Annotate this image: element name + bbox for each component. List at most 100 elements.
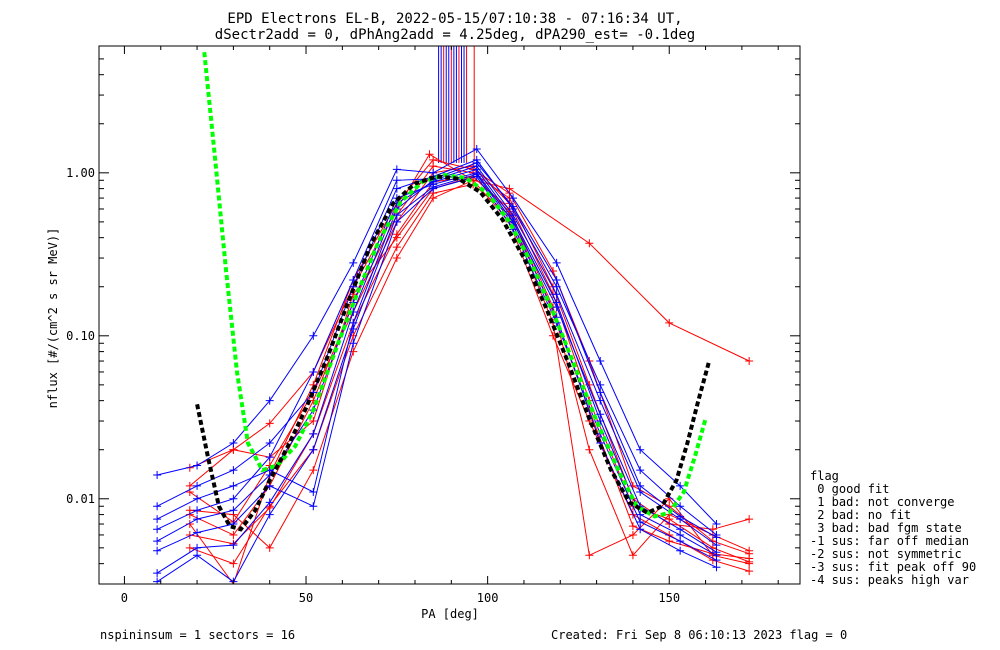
data-point: [349, 339, 358, 348]
data-point: [665, 515, 674, 524]
data-point: [628, 551, 637, 560]
data-point: [712, 563, 721, 572]
data-point: [636, 466, 645, 475]
x-tick-label: 150: [658, 591, 680, 605]
legend-entry: 0 good fit: [810, 482, 889, 496]
legend-entry: 3 bad: bad fgm state: [810, 521, 962, 535]
data-point: [229, 481, 238, 490]
data-point: [309, 367, 318, 376]
plot-frame: [98, 45, 801, 585]
data-point: [628, 530, 637, 539]
data-point: [745, 357, 754, 366]
data-point: [676, 546, 685, 555]
x-axis: 0 50 100 150: [121, 46, 779, 605]
data-point: [349, 258, 358, 267]
data-point: [349, 325, 358, 334]
chart-title: EPD Electrons EL-B, 2022-05-15/07:10:38 …: [227, 11, 682, 27]
chart-subtitle: dSectr2add = 0, dPhAng2add = 4.25deg, dP…: [215, 27, 695, 43]
data-point: [265, 498, 274, 507]
data-point: [585, 445, 594, 454]
data-point: [193, 481, 202, 490]
series-line: [153, 162, 721, 550]
data-point: [636, 525, 645, 534]
data-point: [265, 396, 274, 405]
data-point: [185, 543, 194, 552]
data-point: [636, 445, 645, 454]
data-point: [676, 502, 685, 511]
data-point: [596, 417, 605, 426]
data-point: [676, 512, 685, 521]
data-point: [665, 318, 674, 327]
series-path: [156, 173, 717, 583]
data-point: [676, 481, 685, 490]
data-point: [193, 528, 202, 537]
series-line: [185, 162, 754, 539]
y-tick-label: 1.00: [66, 166, 95, 180]
data-point: [153, 470, 162, 479]
data-point: [552, 298, 561, 307]
data-point: [265, 453, 274, 462]
series-layer: [153, 145, 754, 584]
legend-entry: 2 bad: no fit: [810, 508, 911, 522]
data-point: [229, 494, 238, 503]
spike-lines: [438, 46, 475, 163]
data-point: [509, 194, 518, 203]
data-point: [193, 461, 202, 470]
data-point: [665, 537, 674, 546]
legend-entry: -3 sus: fit peak off 90: [810, 560, 976, 574]
data-point: [429, 155, 438, 164]
series-line: [153, 170, 721, 584]
data-point: [745, 515, 754, 524]
data-point: [636, 510, 645, 519]
data-point: [628, 522, 637, 531]
data-point: [265, 419, 274, 428]
data-point: [229, 541, 238, 550]
data-point: [596, 388, 605, 397]
data-point: [309, 417, 318, 426]
data-point: [229, 445, 238, 454]
legend-title: flag: [810, 469, 839, 483]
data-point: [309, 429, 318, 438]
data-point: [392, 230, 401, 239]
data-point: [265, 543, 274, 552]
data-point: [392, 254, 401, 263]
series-path: [189, 153, 750, 469]
data-point: [229, 559, 238, 568]
data-point: [585, 551, 594, 560]
data-point: [193, 494, 202, 503]
data-point: [712, 541, 721, 550]
data-point: [585, 239, 594, 248]
data-point: [229, 466, 238, 475]
footer-right: Created: Fri Sep 8 06:10:13 2023 flag = …: [551, 628, 847, 642]
x-axis-label: PA [deg]: [421, 607, 479, 621]
data-point: [712, 533, 721, 542]
data-point: [193, 551, 202, 560]
series-path: [156, 159, 717, 536]
data-point: [552, 258, 561, 267]
data-point: [193, 515, 202, 524]
fit-curve: [195, 174, 712, 532]
series-line: [185, 150, 754, 472]
series-path: [156, 162, 717, 538]
data-point: [636, 518, 645, 527]
legend-entry: -4 sus: peaks high var: [810, 573, 969, 587]
data-point: [636, 481, 645, 490]
data-point: [229, 506, 238, 515]
data-point: [193, 506, 202, 515]
series-line: [153, 168, 721, 557]
data-point: [392, 176, 401, 185]
series-path: [189, 165, 750, 536]
data-point: [712, 520, 721, 529]
flag-legend: flag 0 good fit 1 bad: not converge 2 ba…: [810, 469, 976, 587]
fit-layer: [195, 51, 712, 532]
data-point: [745, 567, 754, 576]
data-point: [676, 530, 685, 539]
data-point: [349, 347, 358, 356]
data-point: [229, 530, 238, 539]
footer-left: nspininsum = 1 sectors = 16: [100, 628, 295, 642]
data-point: [309, 331, 318, 340]
x-tick-label: 50: [299, 591, 313, 605]
legend-entry: -2 sus: not symmetric: [810, 547, 962, 561]
fit-curve: [202, 51, 708, 519]
